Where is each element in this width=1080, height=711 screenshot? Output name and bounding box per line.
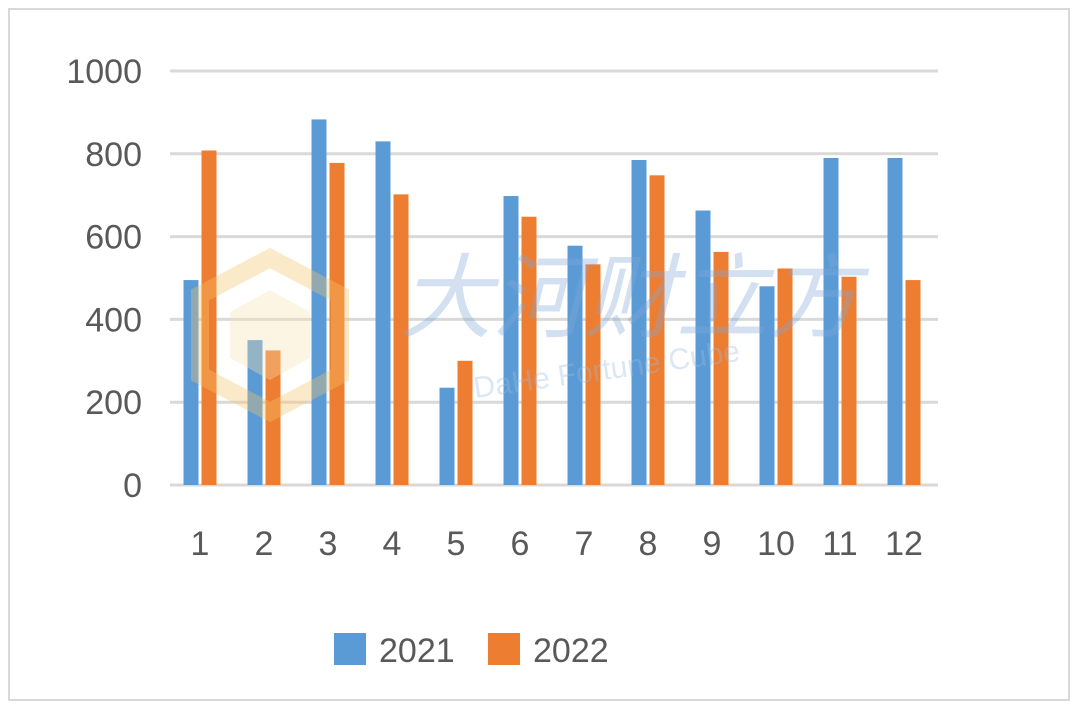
bar-2021-7 xyxy=(567,245,583,485)
bar-2021-10 xyxy=(759,286,775,485)
bar-2022-4 xyxy=(393,194,409,485)
bars xyxy=(183,119,921,486)
bar-2022-5 xyxy=(457,360,473,485)
y-tick-label: 800 xyxy=(85,136,142,174)
watermark-chinese: 大河财立方 xyxy=(400,245,870,352)
bar-2022-9 xyxy=(713,251,729,485)
bar-2022-11 xyxy=(841,276,857,485)
bar-2022-10 xyxy=(777,268,793,485)
y-tick-label: 1000 xyxy=(66,53,142,91)
bar-2021-6 xyxy=(503,196,519,485)
bar-2021-11 xyxy=(823,157,839,485)
y-tick-label: 400 xyxy=(85,301,142,339)
x-tick-label: 6 xyxy=(511,525,530,563)
watermark: 大河财立方 DaHe Fortune Cube xyxy=(191,245,870,423)
x-tick-label: 5 xyxy=(447,525,466,563)
bar-2022-6 xyxy=(521,216,537,485)
bar-2022-8 xyxy=(649,175,665,485)
bar-2021-8 xyxy=(631,160,647,485)
bar-2022-3 xyxy=(329,162,345,485)
bar-2021-4 xyxy=(375,141,391,485)
y-axis-ticks: 0 200 400 600 800 1000 xyxy=(66,53,142,505)
bar-2021-12 xyxy=(887,157,903,485)
bar-2021-1 xyxy=(183,280,199,485)
x-tick-label: 8 xyxy=(639,525,658,563)
x-tick-label: 10 xyxy=(757,525,795,563)
x-tick-label: 9 xyxy=(703,525,722,563)
bar-2022-12 xyxy=(905,280,921,485)
x-tick-label: 1 xyxy=(191,525,210,563)
x-axis-ticks: 1 2 3 4 5 6 7 8 9 10 11 12 xyxy=(191,525,923,563)
legend-label: 2021 xyxy=(379,632,455,670)
bar-2021-9 xyxy=(695,210,711,485)
gridlines xyxy=(170,69,938,487)
bar-2022-1 xyxy=(201,150,217,485)
x-tick-label: 12 xyxy=(885,525,923,563)
y-tick-label: 0 xyxy=(123,467,142,505)
legend: 2021 2022 xyxy=(334,632,609,670)
bar-2021-3 xyxy=(311,119,327,486)
x-tick-label: 2 xyxy=(255,525,274,563)
x-tick-label: 7 xyxy=(575,525,594,563)
watermark-logo xyxy=(191,247,349,423)
x-tick-label: 3 xyxy=(319,525,338,563)
bar-2022-2 xyxy=(265,350,281,485)
legend-swatch-2021 xyxy=(334,633,366,665)
bar-2022-7 xyxy=(585,264,601,485)
y-tick-label: 600 xyxy=(85,219,142,257)
x-tick-label: 4 xyxy=(383,525,402,563)
legend-swatch-2022 xyxy=(488,633,520,665)
y-tick-label: 200 xyxy=(85,384,142,422)
x-tick-label: 11 xyxy=(822,525,857,563)
legend-label: 2022 xyxy=(533,632,609,670)
bar-2021-2 xyxy=(247,340,263,485)
bar-2021-5 xyxy=(439,387,455,485)
